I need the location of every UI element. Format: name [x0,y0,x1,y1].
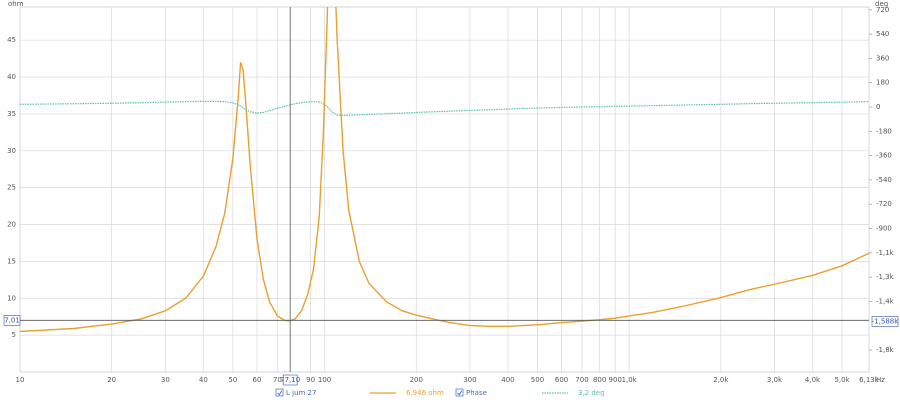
y2-cursor-box [871,316,899,327]
legend-check [277,390,283,396]
legend-checkbox[interactable] [275,388,284,397]
y-tick-label: 45 [7,36,16,44]
y-tick-label: 20 [7,221,16,229]
x-tick-label: 3,0k [767,376,783,384]
y2-tick-label: -360 [876,152,892,160]
plot-area [19,6,870,373]
x-tick-label: 700 [575,376,588,384]
x-cursor-box [282,374,298,386]
y-tick-label: 25 [7,184,16,192]
y2-axis-label: deg [875,0,888,8]
x-tick-label: 70 [273,376,282,384]
series-line [20,100,869,116]
y-tick-label: 40 [7,73,16,81]
x-tick-label: 90 [306,376,315,384]
x-tick-label: 20 [107,376,116,384]
x-tick-label: 50 [228,376,237,384]
y2-tick-label: -1,1k [876,249,895,257]
y2-tick-label: -1,4k [876,297,895,305]
y2-tick-label: 540 [876,30,889,38]
x-tick-label: 800 [593,376,606,384]
legend: L jum 27 6,946 ohm Phase 3,2 deg [275,388,605,397]
legend-readout: 6,946 ohm [406,389,444,397]
y-tick-label: 30 [7,147,16,155]
legend-readout: 3,2 deg [578,389,605,397]
x-tick-label: 30 [161,376,170,384]
y2-tick-label: 0 [876,103,880,111]
y-cursor-label: 7,01 [4,316,20,324]
plot-lines [20,7,869,333]
y2-tick-label: 180 [876,79,889,87]
x-tick-label: 300 [463,376,476,384]
y-tick-label: 5 [12,331,16,339]
x-cursor-label: 77,10 [280,376,300,384]
y2-tick-label: -540 [876,176,892,184]
x-tick-label: 4,0k [805,376,821,384]
x-tick-label: 200 [410,376,423,384]
x-tick-label: 600 [555,376,568,384]
y-tick-label: 10 [7,294,16,302]
x-tick-label: 900 [609,376,622,384]
x-tick-label: 60 [253,376,262,384]
legend-name: Phase [466,389,487,397]
x-tick-label: 10 [16,376,25,384]
y2-cursor-label: -1,588k [872,317,900,325]
x-axis-unit: Hz [876,376,885,384]
y2-tick-label: -180 [876,127,892,135]
y2-tick-label: -1,8k [876,346,895,354]
legend-check [457,390,463,396]
y-tick-label: 15 [7,257,16,265]
x-tick-label: 6,13k [859,376,880,384]
y-tick-label: 35 [7,110,16,118]
x-tick-label: 1,0k [622,376,638,384]
legend-checkbox[interactable] [455,388,464,397]
series-line [20,7,869,333]
x-tick-label: 5,0k [834,376,850,384]
x-tick-label: 400 [501,376,514,384]
y-cursor-box [3,315,21,326]
x-tick-label: 500 [531,376,544,384]
y2-tick-label: -720 [876,200,892,208]
y2-tick-label: -900 [876,225,892,233]
y-axis-label: ohm [8,0,24,8]
y2-tick-label: -1,3k [876,273,895,281]
x-tick-label: 100 [318,376,331,384]
legend-name: L jum 27 [286,389,316,397]
x-tick-label: 40 [199,376,208,384]
x-tick-label: 2,0k [713,376,729,384]
y2-tick-label: 720 [876,6,889,14]
y2-tick-label: 360 [876,54,889,62]
